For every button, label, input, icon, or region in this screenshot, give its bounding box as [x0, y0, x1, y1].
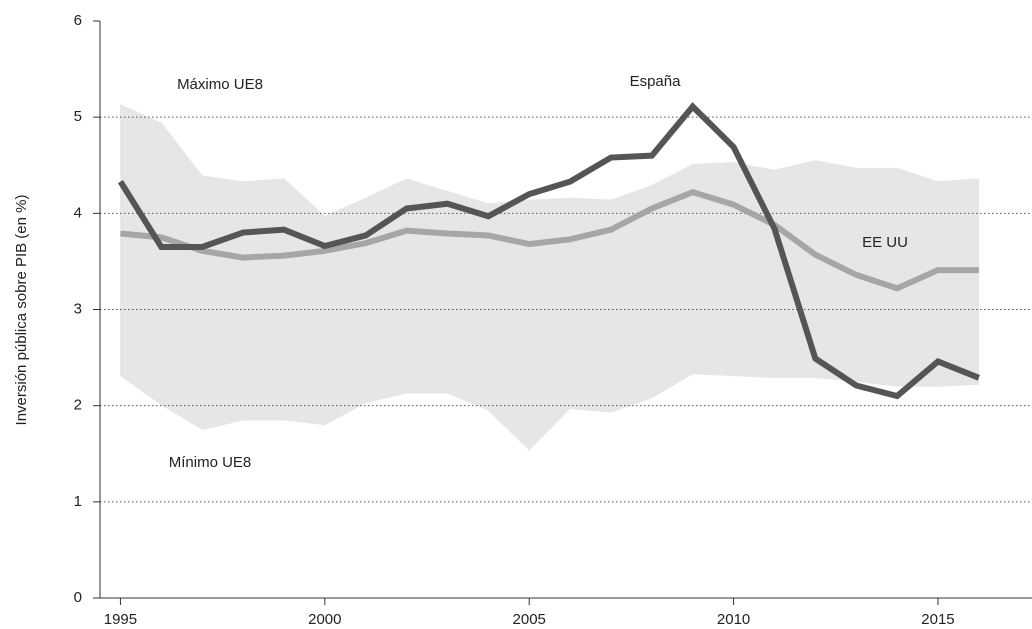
- y-tick-label: 0: [74, 589, 82, 606]
- range-band: [937, 178, 980, 387]
- series-label: EE UU: [862, 234, 908, 251]
- band-label: Máximo UE8: [177, 76, 263, 93]
- range-band: [283, 178, 326, 426]
- y-tick-label: 6: [74, 12, 82, 29]
- range-band: [242, 178, 285, 421]
- range-band: [447, 190, 489, 411]
- y-tick-label: 3: [74, 300, 82, 317]
- series-label: España: [630, 73, 682, 90]
- y-tick-label: 2: [74, 397, 82, 414]
- range-band: [733, 162, 775, 379]
- x-tick-label: 2000: [308, 611, 341, 628]
- y-tick-label: 4: [74, 204, 82, 221]
- y-axis-label: Inversión pública sobre PIB (en %): [13, 195, 30, 426]
- series-line: [120, 188, 979, 292]
- band-label: Mínimo UE8: [169, 454, 252, 471]
- y-tick-label: 1: [74, 493, 82, 510]
- x-tick-label: 2010: [717, 611, 750, 628]
- range-band: [406, 178, 448, 394]
- y-tick-label: 5: [74, 108, 82, 125]
- range-band: [120, 104, 162, 406]
- x-tick-label: 1995: [104, 611, 137, 628]
- range-band: [201, 175, 244, 431]
- range-band: [528, 197, 571, 451]
- range-band: [324, 197, 367, 426]
- x-tick-label: 2005: [513, 611, 546, 628]
- x-tick-label: 2015: [921, 611, 954, 628]
- series-line: [117, 102, 980, 400]
- range-band: [161, 122, 203, 431]
